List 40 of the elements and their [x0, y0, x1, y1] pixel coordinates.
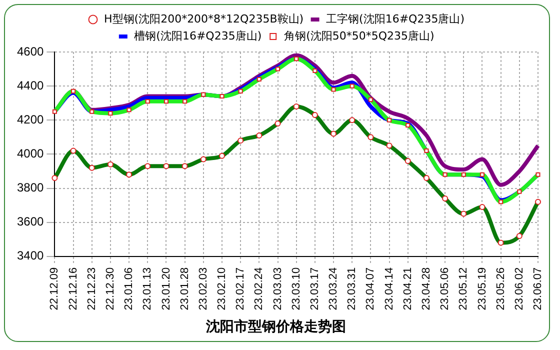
x-tick-label: 23.05.06: [439, 267, 452, 310]
x-tick-label: 23.02.17: [234, 267, 247, 310]
y-tick-label: 3400: [16, 248, 44, 263]
legend-label: 工字钢(沈阳16#Q235唐山): [326, 12, 464, 26]
y-tick-label: 4000: [16, 146, 44, 161]
y-tick-label: 3600: [16, 214, 44, 229]
text: 沈阳市型钢价格走势图: [205, 318, 346, 336]
x-tick-label: 23.03.03: [272, 267, 284, 310]
x-tick-label: 23.01.06: [123, 267, 136, 310]
x-tick-label: 23.01.13: [142, 267, 154, 310]
x-tick-label: 23.04.07: [364, 267, 377, 310]
x-tick-label: 22.12.30: [104, 267, 116, 310]
x-tick-label: 23.06.07: [532, 267, 544, 310]
x-tick-label: 23.03.10: [290, 267, 302, 310]
x-tick-label: 22.12.23: [86, 267, 98, 310]
x-tick-label: 23.04.28: [420, 267, 432, 310]
x-tick-label: 22.12.16: [67, 267, 80, 310]
x-tick-label: 23.03.24: [328, 267, 340, 310]
x-tick-label: 23.06.02: [513, 267, 526, 310]
y-tick-label: 3800: [16, 180, 44, 195]
x-tick-label: 23.05.26: [494, 267, 507, 310]
legend-label: 槽钢(沈阳16#Q235唐山): [134, 29, 262, 42]
x-tick-label: 23.04.14: [383, 267, 396, 310]
y-tick-label: 4200: [16, 112, 44, 126]
y-tick-label: 4400: [16, 78, 44, 92]
legend-label: 角钢(沈阳50*50*5Q235唐山): [284, 29, 434, 42]
x-tick-label: 23.05.12: [458, 267, 470, 310]
x-tick-label: 23.02.10: [216, 267, 228, 310]
x-tick-label: 22.12.09: [48, 267, 61, 310]
x-tick-label: 23.05.19: [476, 267, 488, 310]
x-tick-label: 23.03.17: [308, 267, 321, 310]
x-tick-label: 23.03.31: [346, 267, 358, 310]
line-series: [52, 104, 541, 246]
x-tick-label: 23.01.20: [160, 267, 172, 310]
x-tick-label: 23.02.24: [253, 267, 266, 310]
x-tick-label: 23.01.28: [178, 267, 191, 310]
legend-label: H型钢(沈阳200*200*8*12Q235B鞍山): [104, 12, 304, 26]
x-tick-label: 23.04.21: [402, 267, 414, 310]
x-tick-label: 23.02.03: [197, 267, 210, 310]
y-tick-label: 4600: [16, 44, 44, 58]
